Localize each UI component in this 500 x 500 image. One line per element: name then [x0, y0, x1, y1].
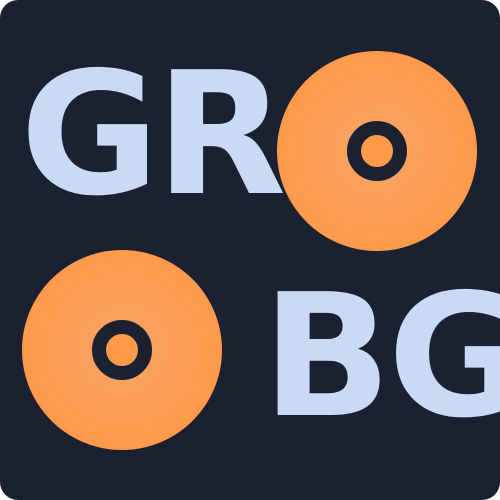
disc-icon: [22, 250, 222, 450]
logo-text-bottom: BG: [262, 258, 500, 456]
disc-icon: [277, 51, 477, 251]
logo-text-top: GR: [20, 36, 286, 234]
disc-hub: [347, 121, 407, 181]
disc-hub: [92, 320, 152, 380]
